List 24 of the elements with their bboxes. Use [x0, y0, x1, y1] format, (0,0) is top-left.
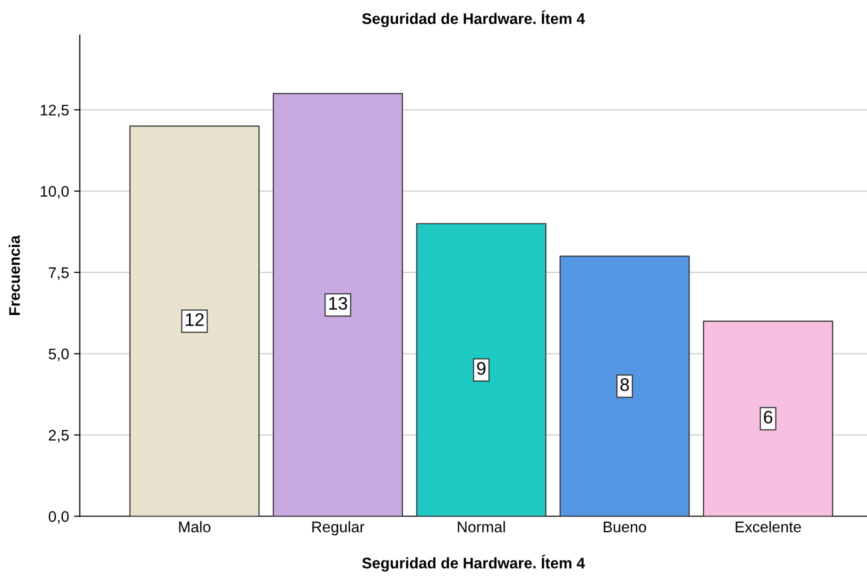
y-tick-label: 5,0	[48, 348, 69, 362]
x-tick-label: Bueno	[604, 522, 646, 532]
y-tick-label: 2,5	[48, 430, 69, 442]
y-tick-label: 12,5	[40, 104, 69, 118]
bar	[129, 126, 260, 516]
y-axis-title: Frecuencia	[8, 235, 20, 315]
y-tick-label: 0,0	[48, 511, 69, 524]
bar	[702, 320, 834, 516]
chart-title: Seguridad de Hardware. Ítem 4	[362, 10, 585, 28]
y-tick-label: 10,0	[40, 186, 69, 199]
x-tick-label: Excelente	[736, 521, 801, 532]
data-label: 9	[477, 362, 486, 375]
bar	[272, 93, 403, 516]
data-label: 8	[620, 378, 629, 392]
data-label: 12	[186, 313, 204, 326]
data-label: 13	[329, 296, 348, 310]
bar	[416, 223, 546, 516]
y-tick-label: 7,5	[48, 267, 69, 280]
bar	[560, 256, 690, 516]
x-tick-label: Malo	[179, 521, 210, 532]
x-tick-label: Normal	[458, 521, 505, 532]
x-tick-label: Regular	[312, 521, 364, 536]
data-label: 6	[764, 410, 772, 424]
x-axis-title: Seguridad de Hardware. Ítem 4	[362, 554, 585, 572]
